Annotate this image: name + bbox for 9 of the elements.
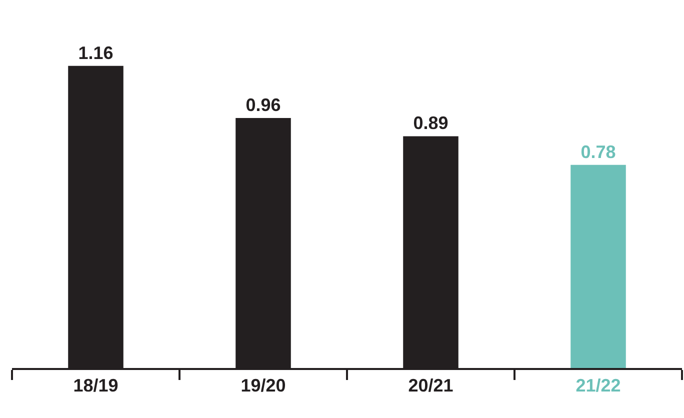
data-label: 1.16	[78, 42, 114, 63]
x-tick-label: 21/22	[576, 376, 621, 396]
data-label: 0.78	[580, 142, 616, 162]
bar	[570, 164, 626, 368]
data-label: 0.96	[246, 94, 281, 115]
x-tick-label: 19/20	[240, 376, 286, 396]
data-label: 0.89	[413, 113, 448, 134]
x-tick-label: 20/21	[408, 376, 454, 396]
x-tick-label: 18/19	[73, 376, 118, 396]
